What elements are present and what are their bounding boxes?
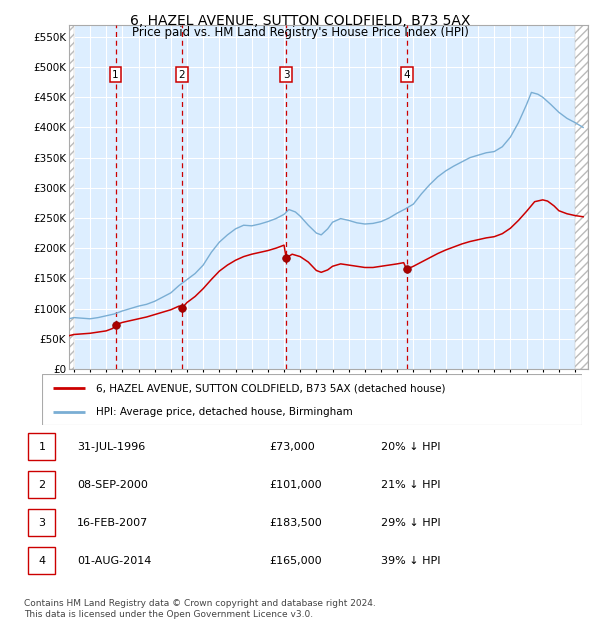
- Text: 39% ↓ HPI: 39% ↓ HPI: [381, 556, 440, 565]
- Bar: [28, 471, 55, 498]
- Text: £183,500: £183,500: [269, 518, 322, 528]
- Text: £101,000: £101,000: [269, 480, 322, 490]
- Bar: [69, 25, 74, 369]
- Text: 3: 3: [283, 69, 289, 80]
- Text: 31-JUL-1996: 31-JUL-1996: [77, 442, 145, 452]
- Text: £73,000: £73,000: [269, 442, 315, 452]
- Bar: [28, 433, 55, 461]
- Bar: [575, 25, 588, 369]
- Bar: [28, 509, 55, 536]
- Text: £165,000: £165,000: [269, 556, 322, 565]
- Text: 21% ↓ HPI: 21% ↓ HPI: [381, 480, 440, 490]
- Text: 4: 4: [38, 556, 46, 565]
- Text: 29% ↓ HPI: 29% ↓ HPI: [381, 518, 441, 528]
- Text: 6, HAZEL AVENUE, SUTTON COLDFIELD, B73 5AX: 6, HAZEL AVENUE, SUTTON COLDFIELD, B73 5…: [130, 14, 470, 28]
- Text: 1: 1: [112, 69, 119, 80]
- Text: Price paid vs. HM Land Registry's House Price Index (HPI): Price paid vs. HM Land Registry's House …: [131, 26, 469, 39]
- Text: 2: 2: [179, 69, 185, 80]
- Text: 4: 4: [403, 69, 410, 80]
- Text: 01-AUG-2014: 01-AUG-2014: [77, 556, 151, 565]
- Text: HPI: Average price, detached house, Birmingham: HPI: Average price, detached house, Birm…: [96, 407, 353, 417]
- Bar: [28, 547, 55, 574]
- Text: 3: 3: [38, 518, 46, 528]
- Text: 20% ↓ HPI: 20% ↓ HPI: [381, 442, 440, 452]
- Text: 08-SEP-2000: 08-SEP-2000: [77, 480, 148, 490]
- Text: 6, HAZEL AVENUE, SUTTON COLDFIELD, B73 5AX (detached house): 6, HAZEL AVENUE, SUTTON COLDFIELD, B73 5…: [96, 383, 445, 393]
- Text: Contains HM Land Registry data © Crown copyright and database right 2024.
This d: Contains HM Land Registry data © Crown c…: [24, 600, 376, 619]
- Text: 2: 2: [38, 480, 46, 490]
- Text: 1: 1: [38, 442, 46, 452]
- Text: 16-FEB-2007: 16-FEB-2007: [77, 518, 148, 528]
